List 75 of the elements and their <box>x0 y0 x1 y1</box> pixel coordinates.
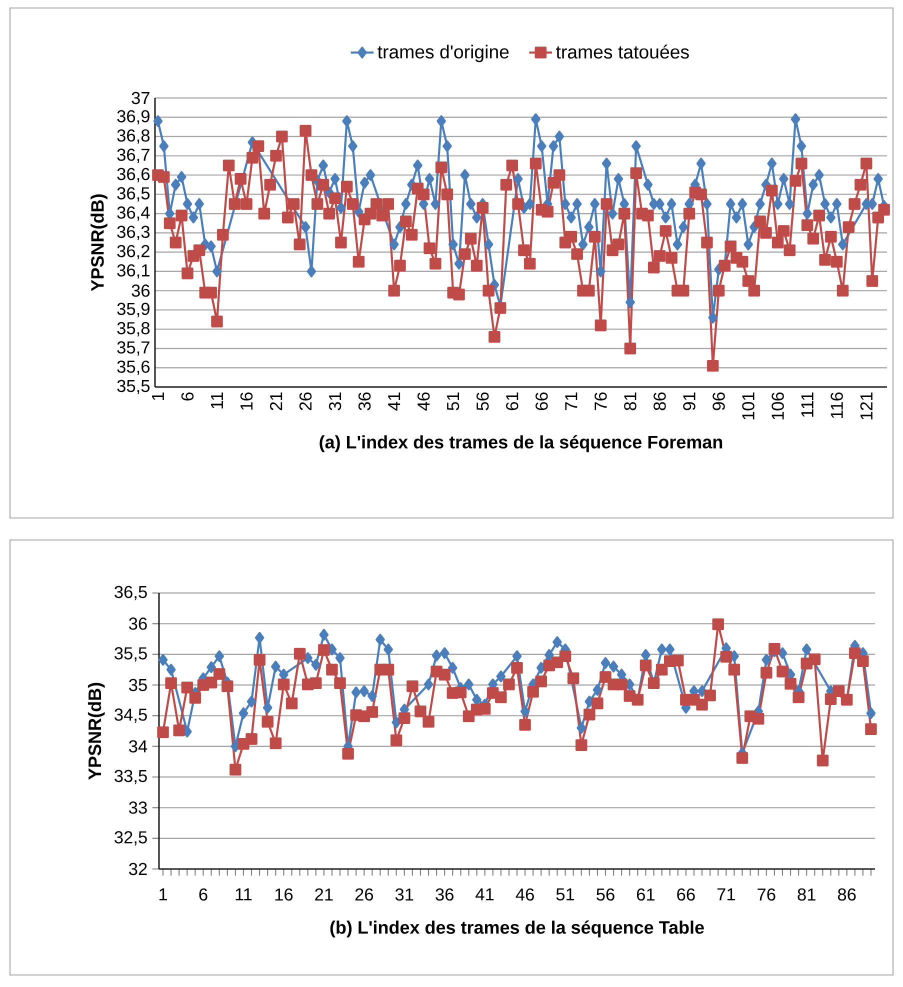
x-tick-label: 1 <box>160 888 168 900</box>
x-tick-label: 6 <box>199 888 208 901</box>
x-tick-label: 51 <box>447 392 460 410</box>
x-tick-label: 26 <box>299 392 312 410</box>
y-tick-label: 35,7 <box>117 341 150 356</box>
y-tick-label: 36,2 <box>117 244 150 260</box>
y-tick-label: 36,7 <box>117 148 150 163</box>
x-tick-label: 41 <box>388 392 400 411</box>
x-tick-label: 31 <box>328 392 342 410</box>
x-tick-label: 116 <box>830 392 843 418</box>
y-tick-label: 37 <box>132 92 150 104</box>
x-tick-label: 96 <box>712 392 725 410</box>
y-tick-label: 36,5 <box>117 187 150 202</box>
x-tick-label: 56 <box>476 392 489 410</box>
x-tick-label: 56 <box>596 888 614 901</box>
y-tick-label: 36 <box>129 618 147 630</box>
x-tick-label: 71 <box>565 392 578 410</box>
x-tick-label: 76 <box>594 392 607 410</box>
y-tick-label: 32 <box>129 862 147 876</box>
y-tick-label: 36,4 <box>117 206 150 221</box>
x-tick-label: 21 <box>270 392 282 410</box>
x-axis-title: (b) L'index des trames de la séquence Table <box>330 920 704 938</box>
x-tick-label: 101 <box>742 392 754 420</box>
x-axis-title: (a) L'index des trames de la séquence Foreman <box>320 435 722 452</box>
y-tick-label: 35,8 <box>117 322 150 336</box>
x-tick-label: 71 <box>717 888 735 900</box>
y-tick-label: 36,1 <box>117 264 150 279</box>
x-tick-label: 86 <box>838 888 856 901</box>
x-tick-label: 81 <box>624 392 636 410</box>
y-tick-label: 33 <box>129 802 147 814</box>
y-tick-label: 36,9 <box>117 110 150 124</box>
x-tick-label: 16 <box>240 392 253 410</box>
x-tick-label: 26 <box>355 888 374 901</box>
y-tick-label: 35,5 <box>114 647 147 662</box>
legend-label: trames d'origine <box>378 44 509 62</box>
x-tick-label: 46 <box>516 888 534 901</box>
legend-label: trames tatouées <box>556 44 689 59</box>
y-tick-label: 35,5 <box>117 380 150 394</box>
x-tick-label: 66 <box>677 888 695 901</box>
x-tick-label: 36 <box>436 888 454 901</box>
y-axis-title: YPSNR(dB) <box>90 194 108 292</box>
y-tick-label: 36 <box>132 284 150 297</box>
x-tick-label: 21 <box>315 888 333 900</box>
y-axis-title: YPSNR(dB) <box>88 682 105 780</box>
x-tick-label: 41 <box>476 888 494 900</box>
x-tick-label: 81 <box>798 888 816 901</box>
x-tick-label: 61 <box>636 888 655 901</box>
x-tick-label: 36 <box>358 392 371 410</box>
y-tick-label: 34,5 <box>114 708 147 723</box>
y-tick-label: 36,5 <box>114 586 147 600</box>
x-tick-label: 86 <box>654 392 666 410</box>
y-tick-label: 33,5 <box>114 770 147 784</box>
x-tick-label: 91 <box>683 392 696 410</box>
x-tick-label: 46 <box>417 392 430 411</box>
x-tick-label: 121 <box>860 392 872 420</box>
y-tick-label: 36,8 <box>117 129 150 144</box>
y-tick-label: 36,3 <box>117 226 150 240</box>
x-tick-label: 6 <box>181 392 194 400</box>
y-tick-label: 36,6 <box>117 168 150 182</box>
x-tick-label: 61 <box>506 392 518 410</box>
y-tick-label: 34 <box>129 740 148 752</box>
x-tick-label: 51 <box>556 888 574 900</box>
x-tick-label: 1 <box>152 392 164 400</box>
x-tick-label: 106 <box>772 392 784 420</box>
x-tick-label: 31 <box>395 888 414 901</box>
x-tick-label: 11 <box>211 392 223 408</box>
y-tick-label: 35 <box>129 678 147 692</box>
y-tick-label: 32,5 <box>114 831 147 846</box>
y-tick-label: 35,9 <box>117 302 150 318</box>
x-tick-label: 11 <box>236 888 252 900</box>
y-tick-label: 35,6 <box>117 360 150 375</box>
x-tick-label: 66 <box>536 392 548 410</box>
x-tick-label: 76 <box>758 888 776 901</box>
x-tick-label: 111 <box>801 392 814 417</box>
x-tick-label: 16 <box>275 888 293 901</box>
